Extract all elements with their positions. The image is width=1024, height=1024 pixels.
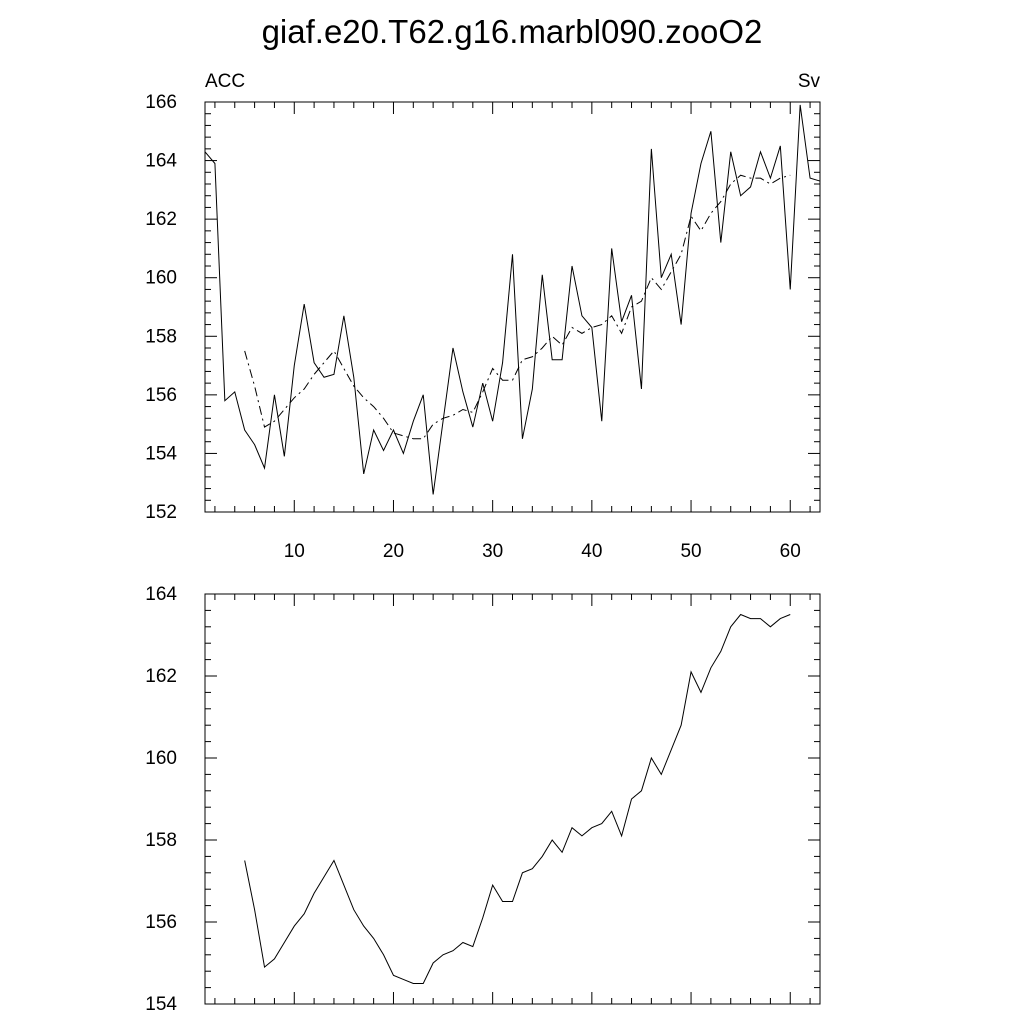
x-tick-label: 10: [284, 541, 305, 562]
axis-ticks-bottom: 154 156 158 160 162 164: [145, 584, 820, 1015]
chart-panel-top: ACC Sv 10 20 30 40 50 60 152 154 156 158 160 162 164…: [145, 71, 821, 562]
y-tick-label: 154: [145, 994, 177, 1015]
y-tick-label: 160: [145, 268, 177, 289]
x-tick-label: 50: [680, 541, 701, 562]
y-tick-label: 158: [145, 830, 177, 851]
axis-ticks-top: 10 20 30 40 50 60 152 154 156 158 160 162 164 166: [145, 92, 820, 562]
panel-left-label: ACC: [205, 71, 245, 92]
y-tick-label: 162: [145, 209, 177, 230]
series-layer-top: [204, 104, 821, 495]
y-tick-label: 156: [145, 912, 177, 933]
series-line-solid: [204, 104, 821, 495]
y-tick-label: 156: [145, 385, 177, 406]
y-tick-label: 154: [145, 443, 177, 464]
x-tick-label: 60: [780, 541, 801, 562]
y-tick-label: 164: [145, 151, 177, 172]
y-tick-label: 164: [145, 584, 177, 605]
panel-right-label: Sv: [798, 71, 821, 92]
series-line-dashdot: [244, 174, 791, 440]
series-layer-bottom: [244, 613, 791, 984]
y-tick-label: 166: [145, 92, 177, 113]
figure-title: giaf.e20.T62.g16.marbl090.zooO2: [262, 13, 763, 50]
x-tick-label: 30: [482, 541, 503, 562]
series-line-solid: [244, 613, 791, 984]
plot-frame-bottom: [204, 593, 821, 1005]
y-tick-label: 158: [145, 326, 177, 347]
y-tick-label: 162: [145, 666, 177, 687]
plot-frame-top: [204, 101, 821, 513]
chart-panel-bottom: 154 156 158 160 162 164: [145, 584, 821, 1015]
y-tick-label: 160: [145, 748, 177, 769]
y-tick-label: 152: [145, 502, 177, 523]
x-tick-label: 40: [581, 541, 602, 562]
x-tick-label: 20: [383, 541, 404, 562]
